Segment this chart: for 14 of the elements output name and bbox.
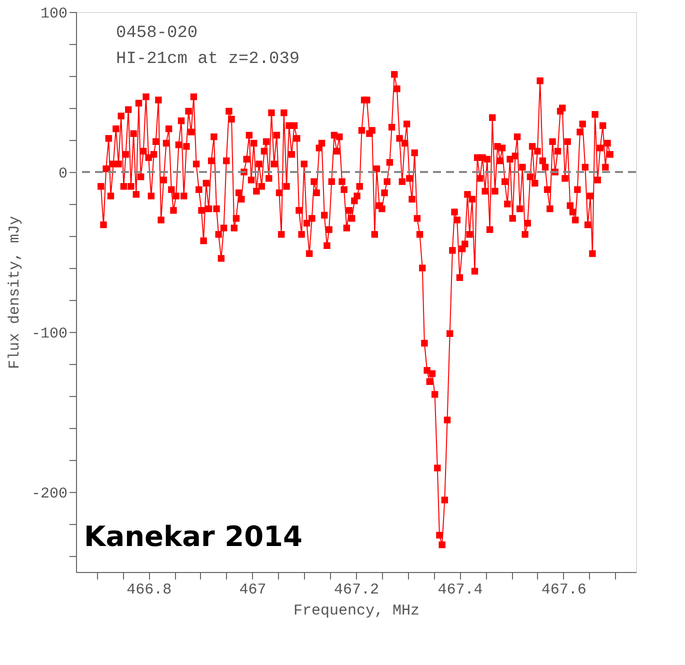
y-tick-label: -100 [31,326,68,342]
y-tick-label: 100 [40,6,68,22]
annotation: Kanekar 2014 [84,520,303,553]
y-tick-label: 0 [58,166,68,182]
y-axis-title: Flux density, mJy [6,216,24,370]
annotation: 0458-020 [116,24,198,43]
x-axis-title: Frequency, MHz [293,602,420,620]
x-tick-label: 467 [239,582,266,598]
x-tick-label: 467.2 [334,582,380,598]
annotation: HI-21cm at z=2.039 [116,50,300,69]
x-tick-label: 467.4 [438,582,483,598]
y-tick-label: -200 [31,486,68,502]
x-tick-label: 467.6 [541,582,586,598]
x-tick-label: 466.8 [126,582,172,598]
